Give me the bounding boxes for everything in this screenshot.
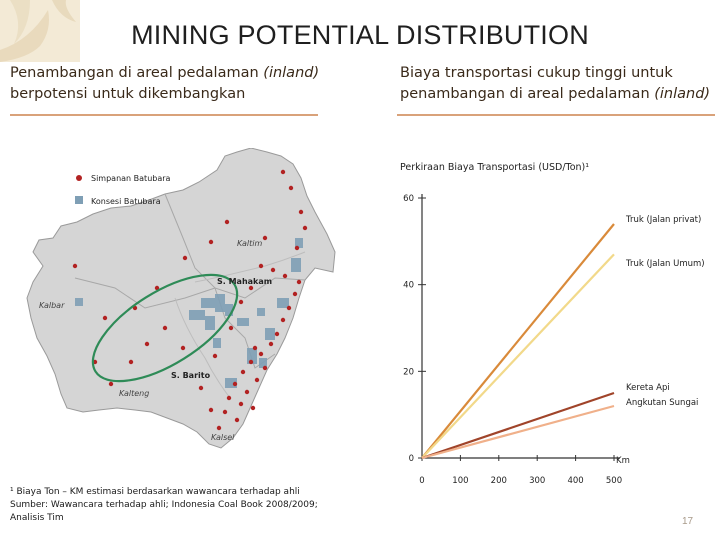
chart-axes: 0 20 40 60 0 100 200 300 400 500 Km	[403, 194, 630, 486]
kalimantan-landmass	[26, 148, 336, 449]
corner-decoration	[0, 0, 80, 62]
series-label-1: Truk (Jalan privat)	[625, 215, 701, 225]
blue-square-icon	[75, 196, 83, 204]
footnote-line-1: ¹ Biaya Ton – KM estimasi berdasarkan wa…	[10, 487, 300, 497]
x-tick-label: 500	[606, 476, 622, 486]
map-legend: Simpanan Batubara Konsesi Batubara	[75, 174, 171, 206]
chart-title: Perkiraan Biaya Transportasi (USD/Ton)¹	[400, 162, 589, 173]
footnote-line-3: Analisis Tim	[10, 513, 64, 523]
deposit-dots	[72, 169, 308, 431]
region-label-kaltim: Kaltim	[237, 239, 262, 248]
region-label-kalteng: Kalteng	[119, 389, 149, 398]
x-tick-label: 400	[567, 476, 583, 486]
concession-blocks	[75, 238, 303, 388]
legend-concession-label: Konsesi Batubara	[91, 197, 161, 206]
page-number: 17	[682, 516, 694, 527]
series-label-2: Truk (Jalan Umum)	[625, 259, 705, 269]
red-dot-icon	[76, 175, 82, 181]
series-label-4: Angkutan Sungai	[626, 398, 698, 408]
x-tick-label: 100	[452, 476, 468, 486]
inland-potential-ellipse	[91, 273, 239, 383]
series-line-1	[421, 223, 615, 459]
kalimantan-map: Simpanan Batubara Konsesi Batubara Kalti…	[26, 148, 336, 449]
right-heading: Biaya transportasi cukup tinggi untuk pe…	[400, 63, 720, 105]
river-label-barito: S. Barito	[171, 371, 211, 380]
x-tick-label: 200	[491, 476, 507, 486]
river-lines	[174, 251, 306, 399]
y-tick-label: 40	[403, 281, 414, 291]
right-divider	[397, 114, 715, 116]
legend-deposit-label: Simpanan Batubara	[91, 174, 171, 183]
x-tick-label: 300	[529, 476, 545, 486]
right-heading-line-1: Biaya transportasi cukup tinggi untuk	[400, 65, 673, 81]
series-line-2	[421, 253, 615, 459]
footnote: ¹ Biaya Ton – KM estimasi berdasarkan wa…	[10, 486, 370, 525]
series-line-3	[421, 391, 615, 460]
region-label-kalsel: Kalsel	[211, 433, 235, 442]
footnote-line-2: Sumber: Wawancara terhadap ahli; Indones…	[10, 500, 318, 510]
x-tick-label: 0	[419, 476, 424, 486]
y-tick-label: 60	[403, 194, 414, 204]
right-heading-line-2: penambangan di areal pedalaman (inland)	[400, 86, 711, 102]
series-line-4	[421, 404, 615, 460]
transport-cost-chart: Perkiraan Biaya Transportasi (USD/Ton)¹ …	[400, 162, 705, 486]
chart-series-labels: Truk (Jalan privat) Truk (Jalan Umum) Kere…	[625, 215, 705, 408]
y-tick-label: 0	[409, 454, 414, 464]
series-label-3: Kereta Api	[626, 383, 670, 393]
x-axis-label: Km	[616, 456, 630, 466]
left-heading: Penambangan di areal pedalaman (inland) …	[10, 63, 340, 105]
chart-series	[421, 223, 615, 460]
left-heading-line-2: berpotensi untuk dikembangkan	[10, 86, 246, 102]
region-label-kalbar: Kalbar	[39, 301, 65, 310]
river-label-mahakam: S. Mahakam	[217, 277, 272, 286]
slide-title: MINING POTENTIAL DISTRIBUTION	[131, 20, 589, 50]
left-heading-line-1: Penambangan di areal pedalaman (inland)	[10, 65, 320, 81]
left-divider	[10, 114, 318, 116]
y-tick-label: 20	[403, 367, 414, 377]
